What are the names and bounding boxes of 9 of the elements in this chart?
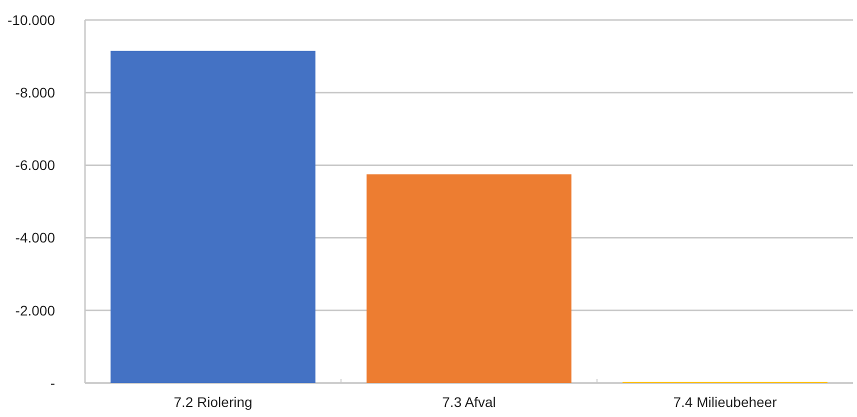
y-tick-label: -8.000 bbox=[15, 84, 56, 100]
y-tick-label: -2.000 bbox=[15, 302, 56, 318]
y-tick-label: -4.000 bbox=[15, 230, 56, 246]
y-tick-label: -10.000 bbox=[8, 12, 56, 28]
x-tick-label: 7.3 Afval bbox=[442, 394, 496, 410]
x-tick-label: 7.4 Milieubeheer bbox=[673, 394, 778, 410]
x-tick-label: 7.2 Riolering bbox=[174, 394, 252, 410]
y-tick-label: -6.000 bbox=[15, 157, 56, 174]
y-tick-label: - bbox=[50, 374, 56, 391]
